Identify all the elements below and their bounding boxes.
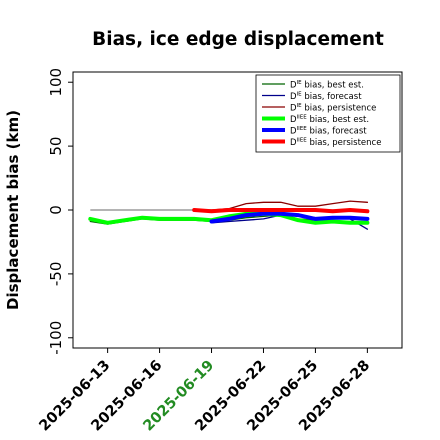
y-tick-label: -50: [47, 262, 65, 287]
y-axis-label: Displacement bias (km): [4, 110, 22, 310]
y-axis: -100 -50 0 50 100: [47, 68, 73, 355]
x-axis: 2025-06-132025-06-162025-06-192025-06-22…: [37, 348, 373, 434]
y-tick-label: 0: [47, 205, 65, 215]
series-line: [209, 211, 370, 224]
legend-label: DIE bias, persistence: [290, 103, 376, 114]
series-line: [88, 211, 370, 225]
y-tick-label: 50: [47, 137, 65, 156]
y-tick-label: -100: [47, 321, 65, 355]
legend-label: DIE bias, best est.: [290, 80, 364, 91]
legend-label: DIIEE bias, persistence: [290, 138, 381, 149]
legend-label: DIE bias, forecast: [290, 92, 362, 103]
y-tick-label: 100: [47, 68, 65, 97]
series-layer: [88, 200, 370, 230]
chart-title: Bias, ice edge displacement: [92, 29, 384, 50]
series-line: [192, 208, 370, 214]
legend: DIE bias, best est.DIE bias, forecastDIE…: [255, 74, 401, 153]
legend-box: [255, 74, 401, 153]
legend-label: DIIEE bias, best est.: [290, 115, 369, 126]
legend-label: DIIEE bias, forecast: [290, 126, 367, 137]
